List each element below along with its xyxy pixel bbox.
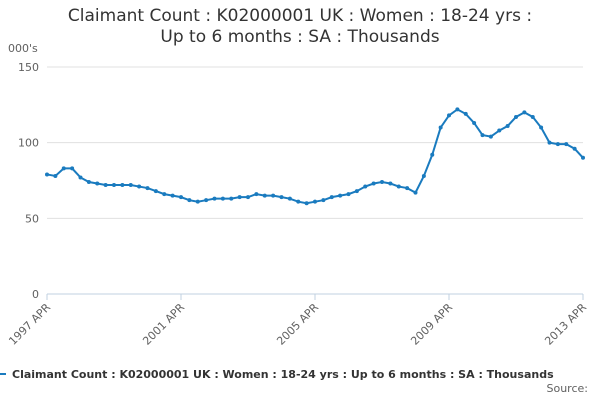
point <box>522 110 527 115</box>
x-tick-label: 2009 APR <box>408 301 455 348</box>
point <box>354 189 359 194</box>
point <box>488 134 493 139</box>
point <box>112 183 116 188</box>
point <box>405 186 410 191</box>
point <box>321 198 326 203</box>
point <box>555 142 560 147</box>
point <box>380 180 384 185</box>
point <box>514 114 518 119</box>
point <box>95 181 100 186</box>
point <box>296 199 301 204</box>
point <box>53 173 58 178</box>
point <box>388 181 393 186</box>
point <box>170 193 175 198</box>
point <box>430 152 435 157</box>
point <box>329 195 334 200</box>
point <box>204 198 209 203</box>
point <box>229 196 234 201</box>
point <box>254 192 259 197</box>
y-tick-label: 100 <box>18 137 39 150</box>
point <box>371 181 376 186</box>
x-tick-label: 2013 APR <box>542 301 589 348</box>
point <box>246 195 250 200</box>
line-series <box>46 108 584 205</box>
point <box>162 192 167 197</box>
y-tick-label: 0 <box>32 288 39 301</box>
point <box>413 190 418 195</box>
point <box>338 193 343 198</box>
point <box>86 180 91 185</box>
point <box>447 113 451 118</box>
point <box>137 184 142 189</box>
point <box>564 142 569 147</box>
source: Source: <box>547 382 589 395</box>
point <box>581 155 585 160</box>
point <box>61 166 66 171</box>
x-tick-label: 2005 APR <box>274 301 321 348</box>
chart-title: Claimant Count : K02000001 UK : Women : … <box>67 6 533 47</box>
point <box>547 140 552 145</box>
point <box>78 175 83 180</box>
point <box>153 189 158 194</box>
point <box>45 172 49 177</box>
point <box>212 196 217 201</box>
point <box>346 192 351 197</box>
point <box>572 146 577 151</box>
point <box>120 183 125 188</box>
point <box>396 184 401 189</box>
point <box>195 199 200 204</box>
point <box>262 193 267 198</box>
point <box>287 196 292 201</box>
y-tick-label: 150 <box>18 61 39 74</box>
point <box>128 183 133 188</box>
point <box>480 133 485 138</box>
point <box>237 195 242 200</box>
point <box>363 184 368 189</box>
point <box>187 198 192 203</box>
point <box>179 195 183 200</box>
y-tick-label: 50 <box>25 212 39 225</box>
point <box>463 111 468 116</box>
point <box>539 125 544 130</box>
legend-label: Claimant Count : K02000001 UK : Women : … <box>12 368 554 381</box>
x-tick-label: 2001 APR <box>140 301 187 348</box>
point <box>70 166 75 171</box>
point <box>313 199 317 204</box>
point <box>472 120 477 125</box>
point <box>530 114 535 119</box>
point <box>103 183 108 188</box>
point <box>455 107 460 112</box>
point <box>271 193 276 198</box>
point <box>145 186 150 191</box>
point <box>220 196 225 201</box>
point <box>304 201 309 206</box>
x-tick-label: 1997 APR <box>6 301 53 348</box>
point <box>279 195 284 200</box>
y-axis-label: 000's <box>8 42 38 55</box>
point <box>505 124 510 129</box>
point <box>421 173 426 178</box>
point <box>438 125 443 130</box>
point <box>497 128 502 133</box>
